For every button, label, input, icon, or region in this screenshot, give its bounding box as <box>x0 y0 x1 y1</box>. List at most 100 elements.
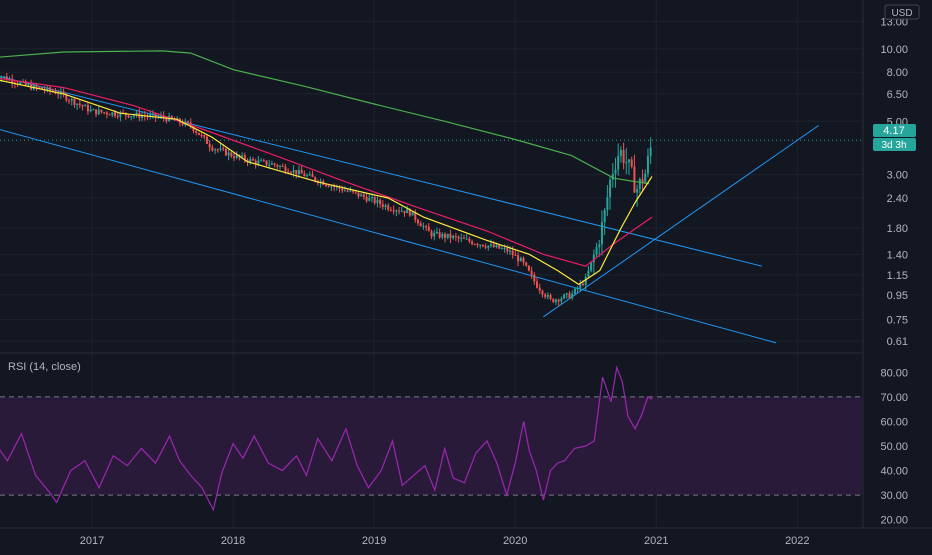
candle-body <box>162 115 165 118</box>
candle-body <box>368 197 371 201</box>
candle-body <box>62 91 65 95</box>
y-tick-label: 0.61 <box>887 336 908 348</box>
candle-body <box>373 197 376 203</box>
candle-body <box>170 116 173 119</box>
moving-average-long[interactable] <box>0 50 650 185</box>
candle-body <box>476 244 479 246</box>
candle-body <box>484 246 487 248</box>
candle-body <box>314 177 317 181</box>
candle-body <box>119 112 122 117</box>
candle-body <box>0 76 3 79</box>
candle-body <box>287 171 290 173</box>
axis-labels-layer: 2017 2018 2019 2020 2021 202213.0010.008.006.… <box>80 16 908 547</box>
candle-body <box>506 247 509 252</box>
candle-body <box>95 109 98 115</box>
candle-body <box>416 219 419 224</box>
rsi-y-tick-label: 50.00 <box>880 441 908 453</box>
candle-body <box>438 232 441 238</box>
candle-body <box>590 262 593 271</box>
candle-body <box>352 190 355 192</box>
candle-body <box>65 94 68 101</box>
x-tick-label: 2018 <box>221 535 245 547</box>
candle-body <box>552 298 555 303</box>
candle-body <box>427 226 430 232</box>
candle-body <box>471 241 474 245</box>
candle-body <box>70 98 73 101</box>
candle-body <box>68 100 71 102</box>
candle-body <box>603 209 606 223</box>
last-price-tag <box>873 124 916 137</box>
candle-body <box>216 149 219 151</box>
candle-body <box>628 159 631 163</box>
channel-lower-line[interactable] <box>0 128 777 344</box>
candle-body <box>249 158 252 163</box>
channel-upper-line[interactable] <box>0 75 763 267</box>
candle-body <box>159 115 162 117</box>
candle-body <box>644 173 647 183</box>
candle-body <box>582 283 585 286</box>
candle-body <box>197 132 200 135</box>
countdown-tag <box>873 138 916 151</box>
candle-body <box>24 81 27 85</box>
candle-body <box>241 155 244 157</box>
candle-body <box>297 169 300 175</box>
candle-body <box>511 250 514 255</box>
candle-body <box>503 247 506 249</box>
candle-body <box>235 154 238 159</box>
candle-body <box>490 244 493 246</box>
candle-body <box>27 84 30 86</box>
candle-body <box>536 281 539 288</box>
rising-support-line[interactable] <box>543 125 819 318</box>
candle-body <box>568 293 571 299</box>
candle-body <box>454 235 457 237</box>
candle-body <box>449 233 452 239</box>
candle-body <box>517 255 520 262</box>
candle-body <box>406 209 409 214</box>
candle-body <box>595 247 598 255</box>
candle-body <box>333 186 336 188</box>
x-tick-label: 2022 <box>785 535 809 547</box>
rsi-legend-title[interactable]: RSI (14, close) <box>8 361 81 373</box>
candle-body <box>289 172 292 174</box>
candle-body <box>611 173 614 180</box>
candle-body <box>265 160 268 166</box>
candle-body <box>3 76 6 78</box>
candle-body <box>411 212 414 216</box>
moving-average-mid[interactable] <box>0 77 653 267</box>
rsi-series-layer <box>0 365 653 512</box>
candle-body <box>636 189 639 193</box>
candle-body <box>446 233 449 238</box>
candle-body <box>514 254 517 256</box>
candle-body <box>408 209 411 216</box>
candle-body <box>219 148 222 150</box>
rsi-y-tick-label: 20.00 <box>880 515 908 527</box>
candle-body <box>203 135 206 137</box>
candle-body <box>600 222 603 245</box>
candle-body <box>89 109 92 112</box>
grid-layer <box>0 0 862 528</box>
candle-body <box>57 93 60 95</box>
rsi-band-layer <box>0 396 862 496</box>
candle-body <box>587 270 590 277</box>
candle-body <box>208 143 211 148</box>
candle-body <box>214 149 217 151</box>
candle-body <box>132 115 135 117</box>
candle-body <box>86 105 89 112</box>
candle-body <box>508 250 511 252</box>
y-tick-label: 1.80 <box>887 223 908 235</box>
currency-badge[interactable] <box>884 4 920 20</box>
rsi-y-tick-label: 40.00 <box>880 466 908 478</box>
candle-body <box>379 199 382 205</box>
candle-body <box>341 188 344 191</box>
candle-body <box>563 294 566 299</box>
candle-body <box>251 158 254 161</box>
candle-body <box>105 112 108 115</box>
candle-body <box>187 121 190 123</box>
rsi-line[interactable] <box>0 365 653 512</box>
moving-average-short[interactable] <box>0 79 653 286</box>
candle-body <box>116 115 119 117</box>
x-tick-label: 2017 <box>80 535 104 547</box>
candle-body <box>325 184 328 186</box>
